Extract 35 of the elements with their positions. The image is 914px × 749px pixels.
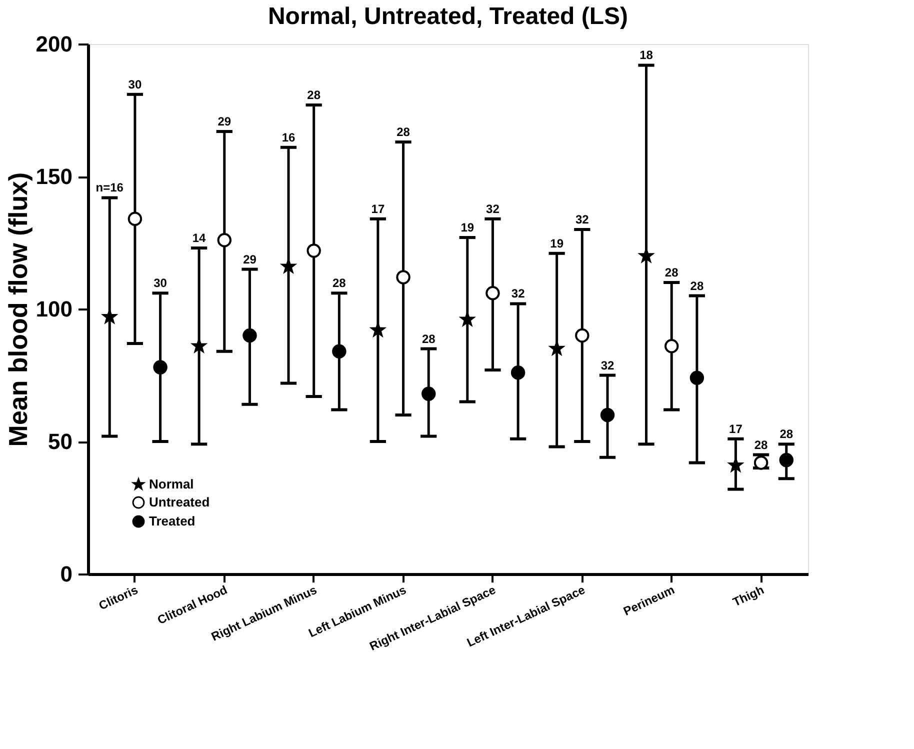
- chart-title: Normal, Untreated, Treated (LS): [268, 3, 628, 30]
- annotation: 17: [371, 202, 385, 216]
- annotation: 18: [640, 48, 654, 62]
- y-tick-label: 200: [36, 32, 72, 56]
- annotation: 17: [729, 422, 743, 436]
- annotation: 14: [192, 231, 206, 246]
- annotation: 32: [511, 286, 526, 301]
- legend-label: Untreated: [149, 494, 210, 510]
- annotation: 28: [396, 125, 410, 140]
- annotation: 28: [332, 276, 346, 290]
- annotation: 28: [690, 278, 704, 293]
- annotation: 28: [754, 438, 768, 452]
- annotation: 32: [600, 358, 614, 372]
- annotation: 32: [575, 212, 590, 226]
- legend-label: Normal: [149, 476, 194, 492]
- y-tick-label: 150: [36, 164, 72, 189]
- annotation: 32: [486, 202, 500, 216]
- annotation: 16: [282, 130, 296, 144]
- annotation: 28: [780, 427, 794, 442]
- annotation: 28: [422, 332, 436, 346]
- annotation: 19: [460, 220, 474, 234]
- annotation: 19: [550, 236, 564, 250]
- annotation: 28: [664, 266, 679, 280]
- annotation: 29: [218, 114, 232, 128]
- legend-label: Treated: [149, 514, 196, 528]
- y-tick-label: 50: [48, 429, 72, 454]
- annotation: 30: [154, 276, 168, 290]
- y-axis-title: Mean blood flow (flux): [2, 172, 33, 447]
- annotation: 29: [243, 252, 257, 266]
- annotation: 28: [307, 88, 321, 102]
- annotation: 30: [128, 77, 142, 92]
- annotation: n=16: [96, 180, 124, 195]
- y-tick-label: 100: [36, 296, 72, 322]
- y-tick-label: 0: [60, 562, 72, 586]
- x-tick-label: Thigh: [730, 582, 766, 610]
